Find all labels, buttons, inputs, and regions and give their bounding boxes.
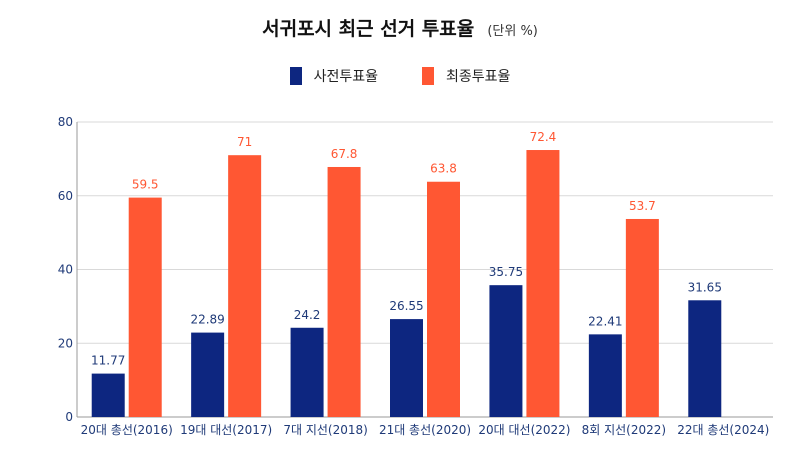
legend-item-early: 사전투표율 [289,66,378,86]
data-label: 35.75 [489,265,523,279]
y-tick-label: 0 [65,410,73,424]
x-tick-label: 20대 대선(2022) [478,423,570,437]
bar-early [91,373,125,417]
data-label: 53.7 [629,199,656,213]
chart-title-row: 서귀포시 최근 선거 투표율 (단위 %) [0,14,800,41]
y-tick-label: 40 [58,263,73,277]
legend-item-final: 최종투표율 [422,66,510,86]
chart-subtitle: (단위 %) [487,24,538,39]
y-tick-label: 20 [58,336,73,350]
bar-early [390,319,423,417]
bar-early [290,327,324,417]
data-label: 24.2 [294,308,321,322]
bar-final [526,150,560,417]
bar-early [489,285,523,417]
data-label: 11.77 [91,354,125,368]
x-tick-label: 20대 총선(2016) [81,423,173,437]
x-tick-label: 19대 대선(2017) [180,423,272,437]
legend: 사전투표율 최종투표율 [0,66,800,86]
data-label: 63.8 [430,162,457,176]
legend-label-early: 사전투표율 [313,69,378,85]
bar-early [688,300,722,417]
x-tick-label: 7대 지선(2018) [283,423,367,437]
bar-final [128,197,162,417]
bar-final [427,181,460,417]
bar-final [228,155,262,417]
data-label: 26.55 [389,299,423,313]
y-tick-label: 60 [58,189,73,203]
x-tick-label: 8회 지선(2022) [582,423,666,437]
bar-final [625,218,659,417]
data-label: 71 [237,135,252,149]
x-tick-label: 22대 총선(2024) [677,423,769,437]
x-tick-label: 21대 총선(2020) [379,423,471,437]
data-label: 72.4 [530,130,557,144]
data-label: 22.89 [190,313,224,327]
data-label: 22.41 [588,314,622,328]
bar-early [191,332,225,417]
data-label: 31.65 [688,280,722,294]
legend-swatch-early [289,67,302,85]
data-label: 59.5 [132,178,159,192]
bar-final [327,166,361,417]
legend-swatch-final [422,67,434,85]
legend-label-final: 최종투표율 [446,69,511,85]
y-tick-label: 80 [58,115,73,129]
bar-early [588,334,622,417]
chart-title: 서귀포시 최근 선거 투표율 [262,18,475,40]
data-label: 67.8 [331,147,358,161]
